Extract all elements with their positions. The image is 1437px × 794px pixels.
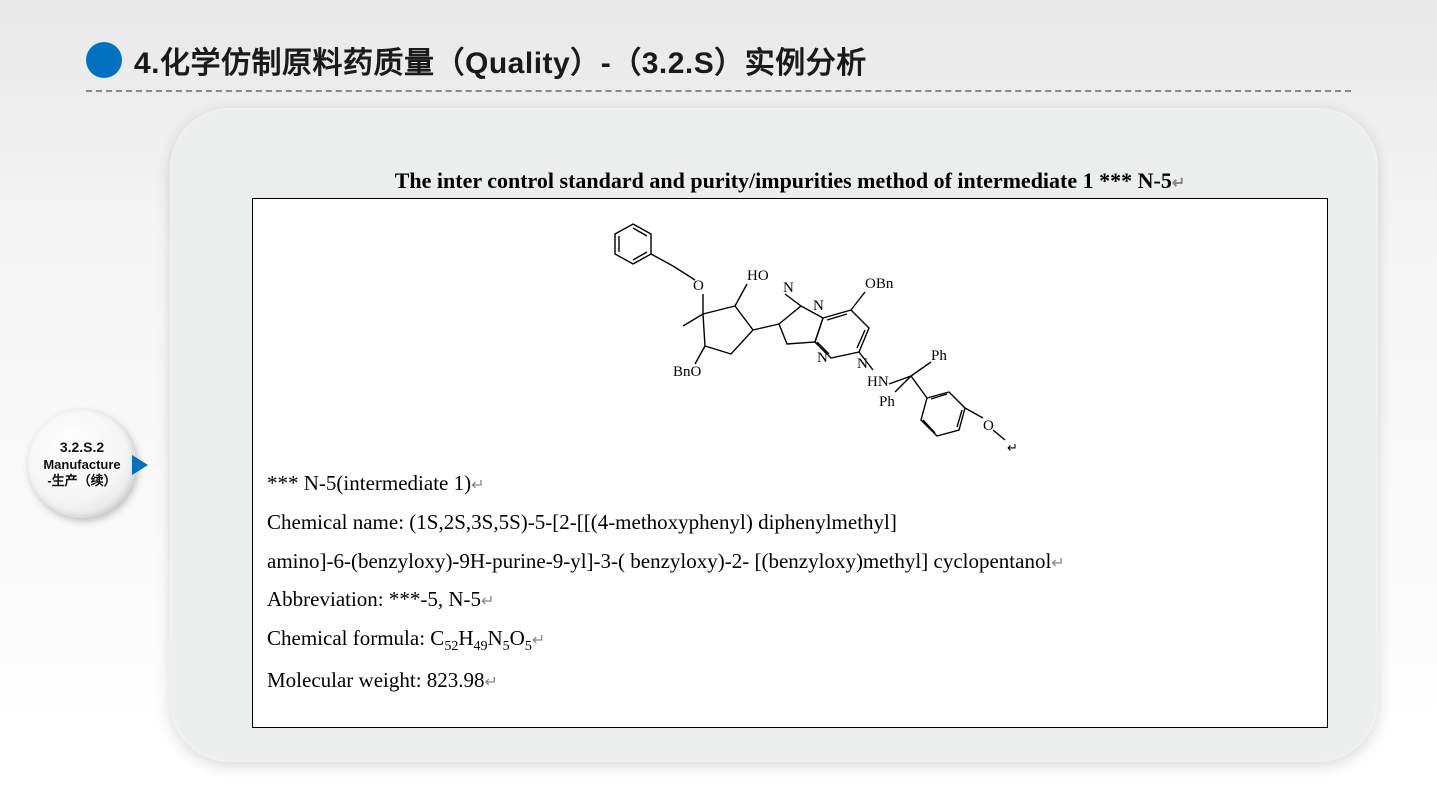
chem-name-line2: amino]-6-(benzyloxy)-9H-purine-9-yl]-3-(… — [267, 543, 1313, 580]
label-Ph1: Ph — [931, 348, 947, 364]
return-mark: ↵ — [1172, 175, 1185, 192]
label-N3: N — [817, 350, 828, 366]
label-O2: O — [983, 418, 994, 434]
label-Ph2: Ph — [879, 394, 895, 410]
label-O: O — [693, 278, 704, 294]
badge-line2: Manufacture — [43, 457, 120, 473]
page-title: 4.化学仿制原料药质量（Quality）-（3.2.S）实例分析 — [134, 38, 867, 82]
title-row: 4.化学仿制原料药质量（Quality）-（3.2.S）实例分析 — [86, 38, 1351, 82]
label-N2: N — [813, 298, 824, 314]
bullet-icon — [86, 42, 122, 78]
label-HO: HO — [747, 268, 769, 284]
chemical-structure: O HO N N OBn N N BnO HN Ph Ph O ↵ — [267, 203, 1313, 463]
divider — [86, 90, 1351, 92]
chem-name-line1: Chemical name: (1S,2S,3S,5S)-5-[2-[[(4-m… — [267, 504, 1313, 541]
badge-line1: 3.2.S.2 — [60, 439, 104, 457]
doc-caption: The inter control standard and purity/im… — [252, 168, 1328, 194]
intermediate-label: *** N-5(intermediate 1)↵ — [267, 465, 1313, 502]
abbreviation: Abbreviation: ***-5, N-5↵ — [267, 581, 1313, 618]
structure-svg: O HO N N OBn N N BnO HN Ph Ph O ↵ — [555, 206, 1025, 461]
chemical-formula: Chemical formula: C52H49N5O5↵ — [267, 620, 1313, 660]
document-box: O HO N N OBn N N BnO HN Ph Ph O ↵ *** N-… — [252, 198, 1328, 728]
arrow-icon — [132, 455, 148, 475]
label-N4: N — [857, 356, 868, 372]
header-area: 4.化学仿制原料药质量（Quality）-（3.2.S）实例分析 — [86, 38, 1351, 92]
text-block: *** N-5(intermediate 1)↵ Chemical name: … — [267, 465, 1313, 698]
doc-caption-text: The inter control standard and purity/im… — [395, 168, 1172, 193]
badge-line3: -生产（续） — [47, 473, 116, 489]
label-OBn: OBn — [865, 276, 894, 292]
label-BnO: BnO — [673, 364, 702, 380]
section-badge: 3.2.S.2 Manufacture -生产（续） — [28, 410, 136, 518]
label-HN: HN — [867, 374, 889, 390]
content-panel: The inter control standard and purity/im… — [170, 108, 1378, 762]
molecular-weight: Molecular weight: 823.98↵ — [267, 662, 1313, 699]
label-N1: N — [783, 280, 794, 296]
return-mark-struc: ↵ — [1007, 440, 1018, 455]
